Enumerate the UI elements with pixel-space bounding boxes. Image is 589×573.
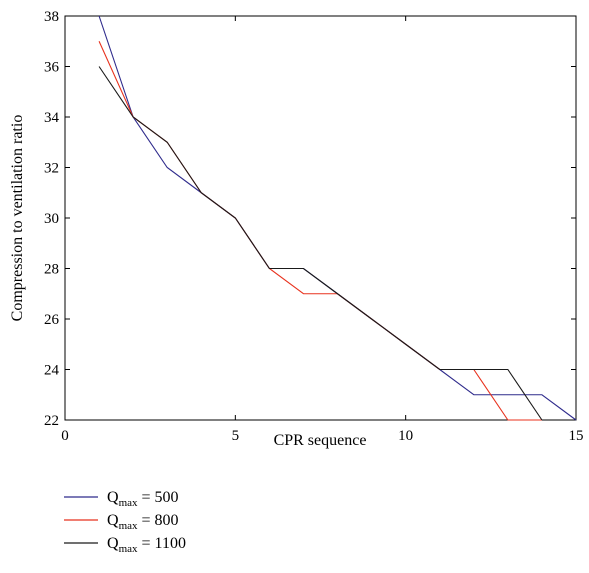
x-axis-label: CPR sequence (274, 432, 367, 449)
y-tick-label: 26 (44, 312, 60, 328)
y-axis-label: Compression to ventilation ratio (9, 115, 26, 322)
legend-label: Qmax = 800 (107, 512, 179, 532)
series-line-1 (98, 15, 577, 421)
series-line-3 (98, 66, 543, 421)
series-lines (98, 15, 577, 421)
y-tick-label: 22 (44, 413, 59, 429)
legend: Qmax = 500 Qmax = 800 Qmax = 1100 (64, 489, 186, 555)
x-tick-label: 0 (61, 428, 69, 444)
x-axis: 0 5 10 15 (61, 16, 584, 444)
y-tick-label: 36 (44, 60, 60, 76)
y-tick-label: 38 (44, 9, 59, 25)
series-line-2 (98, 41, 542, 421)
y-tick-label: 30 (44, 211, 59, 227)
y-tick-label: 28 (44, 262, 59, 278)
x-tick-label: 10 (398, 428, 413, 444)
y-tick-label: 32 (44, 161, 59, 177)
legend-label: Qmax = 500 (107, 489, 179, 509)
x-tick-label: 5 (232, 428, 240, 444)
y-tick-label: 34 (44, 110, 60, 126)
y-tick-label: 24 (44, 363, 60, 379)
x-tick-label: 15 (569, 428, 584, 444)
legend-label: Qmax = 1100 (107, 535, 186, 555)
y-axis: 22 24 26 28 30 32 34 36 38 (44, 9, 576, 429)
plot-frame (64, 15, 577, 421)
